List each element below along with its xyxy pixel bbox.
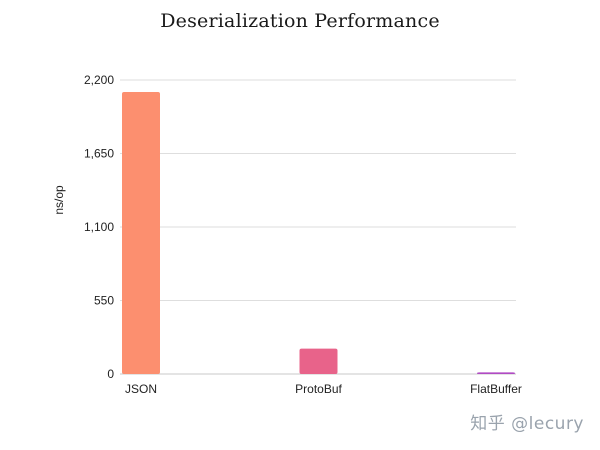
bar-layer [122, 92, 515, 374]
grid-layer [120, 79, 516, 375]
y-tick-label: 1,100 [84, 220, 114, 234]
y-tick-label: 1,650 [84, 147, 114, 161]
watermark-text: 知乎 @lecury [470, 414, 584, 434]
x-tick-label: FlatBuffer [470, 382, 522, 396]
x-tick-label: JSON [125, 382, 157, 396]
y-tick-label: 550 [94, 294, 114, 308]
x-tick-label: ProtoBuf [295, 382, 342, 396]
label-layer: 0 550 1,100 1,650 2,200 JSON ProtoBuf FlatBuffe… [84, 73, 522, 396]
y-tick-label: 2,200 [84, 73, 114, 87]
bar-protobuf [299, 348, 338, 374]
y-tick-label: 0 [107, 367, 114, 381]
y-axis-label: ns/op [52, 185, 66, 215]
bar-json [122, 92, 160, 374]
bar-flatbuffer [477, 372, 515, 374]
chart-title: Deserialization Performance [160, 10, 440, 32]
